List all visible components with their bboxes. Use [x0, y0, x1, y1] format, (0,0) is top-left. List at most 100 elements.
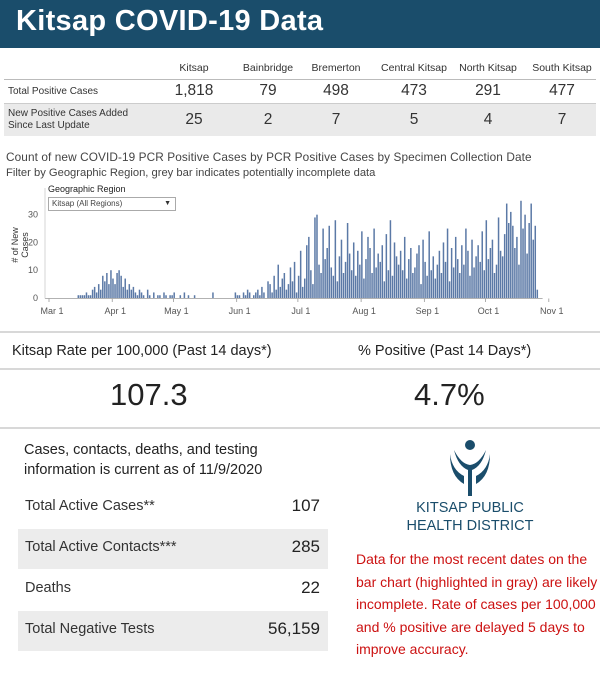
bar — [236, 295, 239, 298]
logo-text: KITSAP PUBLIC — [416, 500, 524, 516]
bar — [171, 295, 173, 298]
bar — [328, 225, 330, 298]
bar — [399, 250, 402, 298]
bar — [253, 295, 255, 298]
bar — [289, 267, 292, 298]
bar — [234, 292, 237, 298]
bar — [501, 256, 504, 298]
bar — [261, 286, 263, 298]
bar — [450, 248, 453, 298]
table-header: Kitsap Bainbridge Bremerton Central Kits… — [4, 58, 596, 80]
bar — [426, 275, 428, 298]
bar — [479, 261, 481, 298]
x-tick-label: Apr 1 — [104, 306, 126, 316]
bar — [503, 234, 506, 298]
bar — [438, 250, 441, 298]
bar — [357, 250, 359, 298]
bar — [269, 284, 271, 298]
bar — [403, 236, 406, 298]
bar — [267, 281, 269, 298]
x-tick-label: Mar 1 — [40, 306, 63, 316]
bar — [301, 286, 304, 298]
bar — [342, 273, 345, 298]
bar — [283, 273, 286, 298]
bar — [363, 278, 365, 298]
divider — [0, 368, 600, 370]
col-header-north-kitsap: North Kitsap — [459, 62, 517, 74]
bar — [112, 278, 114, 298]
bar — [534, 225, 537, 298]
bar — [505, 203, 508, 298]
bar — [146, 289, 149, 298]
bar — [371, 273, 373, 298]
bar — [493, 273, 496, 298]
bar — [355, 275, 357, 298]
stat-row-negative-tests: Total Negative Tests 56,159 — [18, 611, 328, 651]
bar — [481, 231, 483, 298]
stat-label: Total Negative Tests — [25, 621, 155, 637]
bar — [140, 292, 143, 298]
bar — [128, 284, 131, 298]
bar — [244, 295, 247, 298]
bar — [116, 273, 118, 298]
cases-bar-chart: 0 10 20 30 Mar 1 Apr 1 May 1 Jun 1 Jul 1 Aug 1 Sep… — [28, 188, 564, 316]
y-tick-label: 0 — [33, 293, 38, 303]
bar — [159, 295, 161, 298]
x-tick-label: Sep 1 — [416, 306, 440, 316]
bar — [477, 245, 479, 298]
bar — [369, 248, 371, 298]
bar — [412, 273, 414, 298]
divider — [0, 427, 600, 429]
bar — [87, 295, 90, 298]
x-tick-label: Nov 1 — [540, 306, 564, 316]
health-district-logo-icon — [450, 440, 490, 496]
bar — [524, 214, 526, 298]
bar — [522, 228, 524, 298]
value-cell: 477 — [549, 82, 575, 99]
row-label-total-positive: Total Positive Cases — [8, 86, 99, 97]
bar — [532, 239, 534, 298]
info-line: information is current as of 11/9/2020 — [24, 462, 263, 478]
rate-value: 107.3 — [110, 377, 188, 412]
bar — [536, 289, 539, 298]
col-header-south-kitsap: South Kitsap — [532, 62, 592, 74]
x-tick-label: Jul 1 — [291, 306, 310, 316]
rate-label: Kitsap Rate per 100,000 (Past 14 days*) — [12, 343, 272, 359]
bar — [489, 248, 492, 298]
stat-value: 22 — [301, 578, 320, 597]
bar — [444, 261, 447, 298]
bar — [120, 275, 122, 298]
bar — [263, 292, 265, 298]
x-tick-label: May 1 — [164, 306, 189, 316]
bar — [293, 261, 296, 298]
bar — [491, 239, 494, 298]
bar — [430, 270, 432, 298]
bar — [285, 289, 288, 298]
bar — [485, 220, 488, 298]
bar — [332, 275, 335, 298]
bar — [281, 278, 284, 298]
bar — [379, 261, 381, 298]
col-header-central-kitsap: Central Kitsap — [381, 62, 447, 74]
caret-down-icon: ▼ — [164, 200, 171, 207]
bar — [81, 295, 84, 298]
bar — [465, 228, 467, 298]
bar — [130, 289, 133, 298]
bar — [395, 256, 398, 298]
bar — [124, 278, 126, 298]
bar — [310, 270, 312, 298]
value-cell: 25 — [185, 111, 203, 128]
bar — [334, 220, 337, 298]
bar — [187, 295, 190, 298]
bar — [387, 270, 390, 298]
bar — [467, 250, 469, 298]
bar — [297, 275, 300, 298]
bar — [457, 259, 459, 298]
bar — [352, 242, 355, 298]
bar — [442, 242, 445, 298]
bar — [448, 281, 451, 298]
bar — [304, 278, 306, 298]
bar — [497, 217, 500, 298]
geographic-region-select[interactable]: Kitsap (All Regions) ▼ — [48, 197, 176, 211]
bar — [373, 228, 375, 298]
